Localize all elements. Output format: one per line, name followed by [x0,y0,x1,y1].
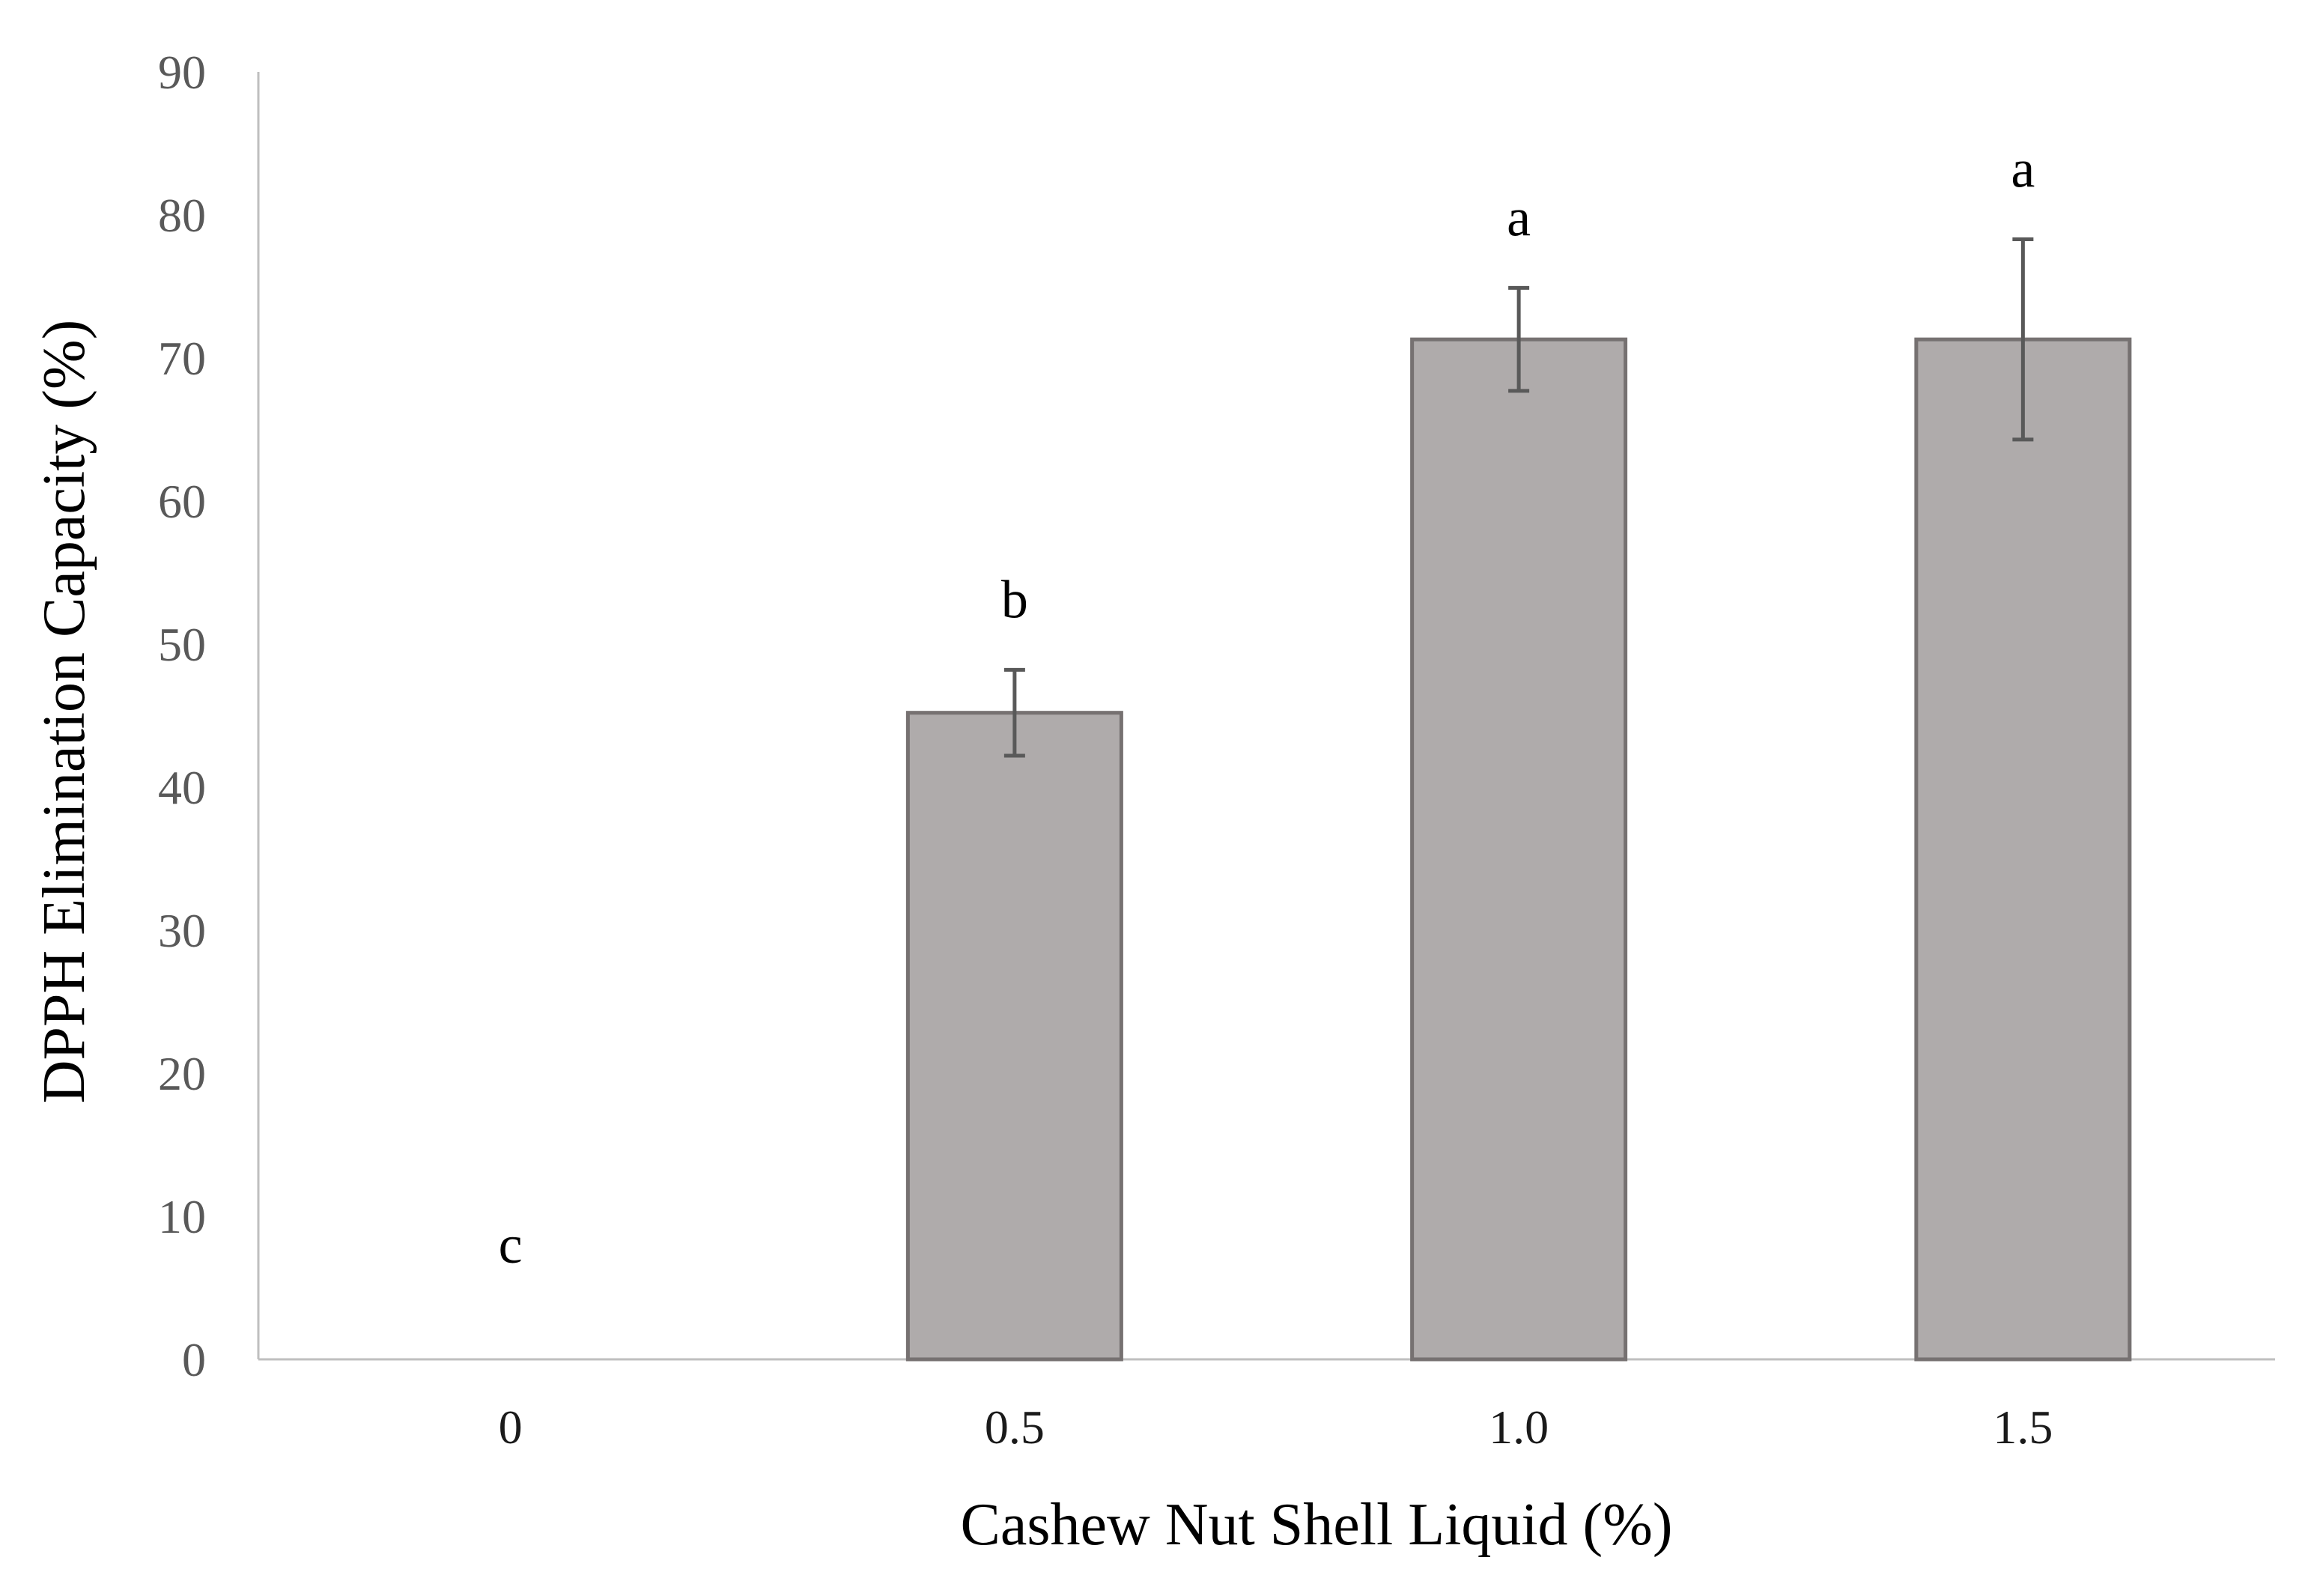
bar [1914,337,2132,1362]
y-tick-label: 50 [158,618,206,671]
significance-letter: b [1001,569,1028,629]
error-bars [1003,237,2034,758]
x-tick-label: 1.5 [1993,1401,2053,1454]
y-tick-label: 10 [158,1190,206,1243]
bar [905,711,1123,1362]
significance-letters: c b a a [499,139,2035,1275]
bars [905,337,2132,1362]
y-tick-label: 20 [158,1047,206,1100]
y-tick-label: 0 [182,1333,206,1386]
x-axis-title: Cashew Nut Shell Liquid (%) [961,1492,1673,1558]
y-tick-label: 30 [158,904,206,957]
y-tick-label: 80 [158,189,206,242]
y-tick-label: 70 [158,332,206,385]
y-axis-title: DPPH Elimination Capacity (%) [31,320,97,1104]
x-tick-label: 0.5 [985,1401,1045,1454]
x-tick-label: 0 [499,1401,523,1454]
significance-letter: c [499,1215,523,1275]
y-tick-label: 90 [158,46,206,99]
x-tick-label: 1.0 [1489,1401,1549,1454]
significance-letter: a [1507,187,1531,247]
error-bar [1003,667,1025,758]
significance-letter: a [2011,139,2035,198]
y-tick-label: 60 [158,475,206,528]
error-bar [2012,237,2034,442]
bar [1410,337,1628,1362]
x-axis-ticks: 0 0.5 1.0 1.5 [499,1401,2053,1454]
y-tick-label: 40 [158,761,206,814]
error-bar [1508,285,1530,393]
y-axis-ticks: 0 10 20 30 40 50 60 70 80 90 [158,46,206,1386]
